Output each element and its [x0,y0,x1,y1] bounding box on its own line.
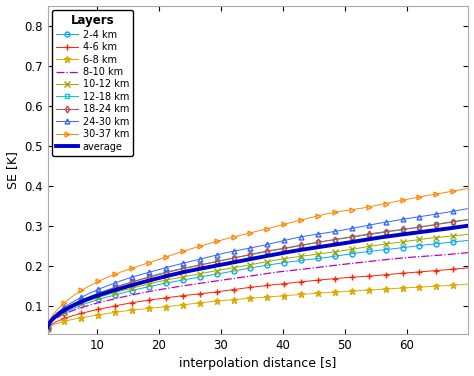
18-24 km [214,259,219,264]
12-18 km [449,220,455,224]
4-6 km [449,267,455,271]
24-30 km [465,206,471,211]
average [288,249,294,254]
4-6 km [288,280,294,285]
12-18 km [114,284,120,289]
Legend: 2-4 km, 4-6 km, 6-8 km, 8-10 km, 10-12 km, 12-18 km, 18-24 km, 24-30 km, 30-37 k: 2-4 km, 4-6 km, 6-8 km, 8-10 km, 10-12 k… [53,11,133,156]
18-24 km [449,220,455,224]
4-6 km [219,289,225,293]
10-12 km [214,268,219,273]
6-8 km [45,326,50,331]
24-30 km [114,280,120,284]
24-30 km [288,237,294,241]
30-37 km [45,324,50,329]
Line: 10-12 km: 10-12 km [45,232,471,331]
8-10 km [214,279,219,283]
average [45,325,50,329]
30-37 km [288,220,294,225]
24-30 km [214,253,219,257]
6-8 km [214,299,219,303]
12-18 km [219,258,225,262]
average [219,262,225,267]
2-4 km [465,238,471,243]
8-10 km [45,325,50,330]
30-37 km [114,271,120,276]
24-30 km [449,209,455,214]
30-37 km [214,239,219,244]
10-12 km [114,290,120,294]
average [449,226,455,230]
Line: 24-30 km: 24-30 km [45,206,471,329]
average [465,223,471,228]
Line: 4-6 km: 4-6 km [45,265,472,332]
6-8 km [219,299,225,303]
Line: 18-24 km: 18-24 km [45,217,471,330]
18-24 km [219,258,225,263]
6-8 km [114,310,120,314]
10-12 km [449,234,455,238]
10-12 km [45,326,50,330]
Line: 2-4 km: 2-4 km [45,238,471,330]
2-4 km [336,253,341,258]
18-24 km [336,237,341,241]
12-18 km [45,325,50,330]
Line: average: average [47,226,468,327]
24-30 km [45,324,50,329]
18-24 km [465,217,471,222]
24-30 km [336,229,341,233]
18-24 km [45,326,50,330]
8-10 km [449,252,455,256]
4-6 km [45,326,50,331]
12-18 km [214,259,219,264]
10-12 km [288,255,294,260]
2-4 km [45,325,50,329]
12-18 km [288,245,294,250]
2-4 km [219,271,225,276]
4-6 km [336,276,341,280]
30-37 km [336,209,341,214]
2-4 km [449,240,455,244]
8-10 km [336,263,341,267]
6-8 km [449,283,455,288]
average [114,287,120,292]
10-12 km [336,249,341,254]
Line: 12-18 km: 12-18 km [45,217,471,330]
X-axis label: interpolation distance [s]: interpolation distance [s] [179,358,337,370]
average [336,242,341,246]
average [214,263,219,268]
6-8 km [465,282,471,287]
2-4 km [114,292,120,297]
8-10 km [219,278,225,282]
10-12 km [465,232,471,237]
12-18 km [336,237,341,241]
12-18 km [465,217,471,222]
2-4 km [288,259,294,264]
2-4 km [214,272,219,276]
6-8 km [336,290,341,294]
24-30 km [219,252,225,256]
Line: 6-8 km: 6-8 km [45,281,472,332]
10-12 km [219,267,225,272]
8-10 km [465,250,471,255]
8-10 km [114,296,120,300]
6-8 km [288,293,294,297]
Line: 30-37 km: 30-37 km [45,186,471,329]
4-6 km [114,303,120,308]
18-24 km [288,245,294,249]
Line: 8-10 km: 8-10 km [47,253,468,327]
30-37 km [219,238,225,242]
Y-axis label: SE [K]: SE [K] [6,151,18,189]
30-37 km [449,189,455,194]
4-6 km [465,265,471,270]
8-10 km [288,268,294,273]
18-24 km [114,285,120,289]
30-37 km [465,186,471,191]
4-6 km [214,290,219,294]
